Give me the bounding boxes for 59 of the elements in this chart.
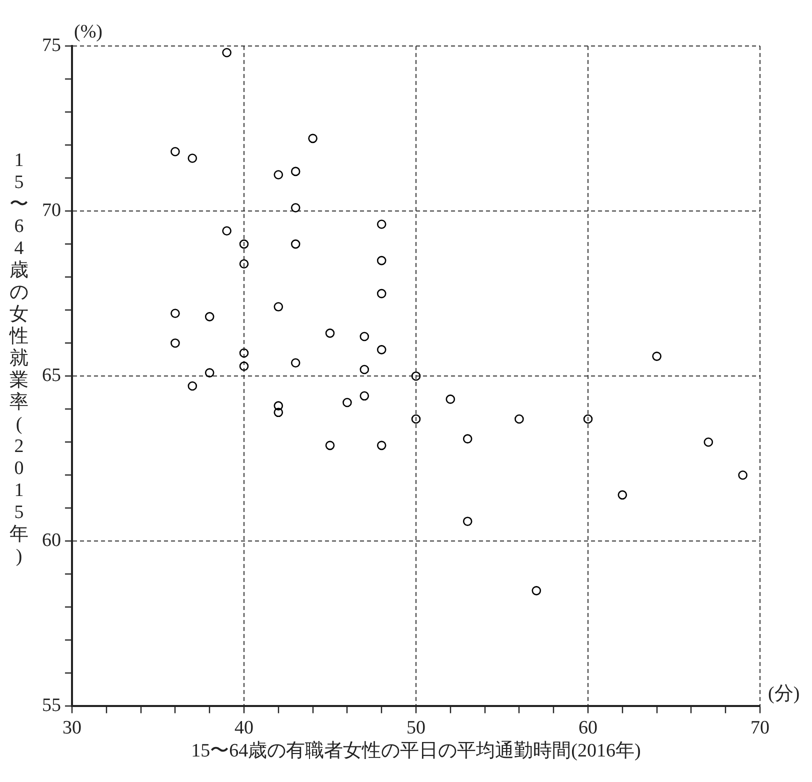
point [239, 239, 249, 249]
point [274, 408, 284, 418]
point [204, 368, 214, 378]
x-tick-label: 60 [578, 718, 598, 739]
point [376, 288, 386, 298]
point [462, 434, 472, 444]
point [704, 437, 714, 447]
point [325, 440, 335, 450]
point [360, 391, 370, 401]
point [376, 345, 386, 354]
point [446, 394, 456, 404]
x-tick-label: 30 [62, 718, 82, 739]
point [239, 259, 249, 269]
point [360, 364, 370, 374]
text: 15〜64歳の女性就業率(2015年) [10, 150, 28, 567]
point [290, 239, 300, 249]
point [583, 414, 593, 424]
x-tick-label: 50 [406, 718, 426, 739]
point [462, 516, 472, 526]
y-tick-label: 55 [42, 695, 61, 716]
point [376, 256, 386, 266]
point [652, 352, 662, 361]
point [376, 220, 386, 229]
point [290, 166, 300, 176]
y-tick-label: 75 [42, 34, 61, 56]
point [360, 332, 370, 342]
y-tick-label: 60 [42, 530, 61, 552]
point [239, 348, 249, 358]
point [532, 586, 542, 596]
point [618, 490, 628, 500]
x-tick-label: 70 [750, 718, 770, 739]
point [170, 338, 180, 348]
x-axis-title: 15〜64歳の有職者女性の平日の平均通勤時間(2016年) [191, 740, 641, 762]
point [170, 308, 180, 318]
point [239, 362, 249, 371]
point [376, 440, 386, 450]
point [290, 203, 300, 212]
point [411, 371, 421, 381]
point [308, 134, 318, 144]
point [188, 154, 198, 163]
y-tick-label: 70 [42, 200, 61, 222]
point [738, 470, 748, 480]
point [411, 414, 421, 424]
point [342, 398, 352, 408]
point [222, 226, 232, 236]
text: (%) [74, 21, 102, 42]
point [188, 381, 198, 391]
point [274, 302, 284, 312]
point [325, 328, 335, 338]
point [222, 48, 232, 58]
point [274, 170, 284, 180]
point [274, 401, 284, 410]
point [290, 358, 300, 368]
point [170, 146, 180, 156]
text: (分) [768, 684, 800, 705]
y-tick-label: 65 [42, 365, 61, 386]
point [514, 414, 524, 424]
x-tick-label: 40 [234, 718, 254, 739]
point [204, 312, 214, 322]
